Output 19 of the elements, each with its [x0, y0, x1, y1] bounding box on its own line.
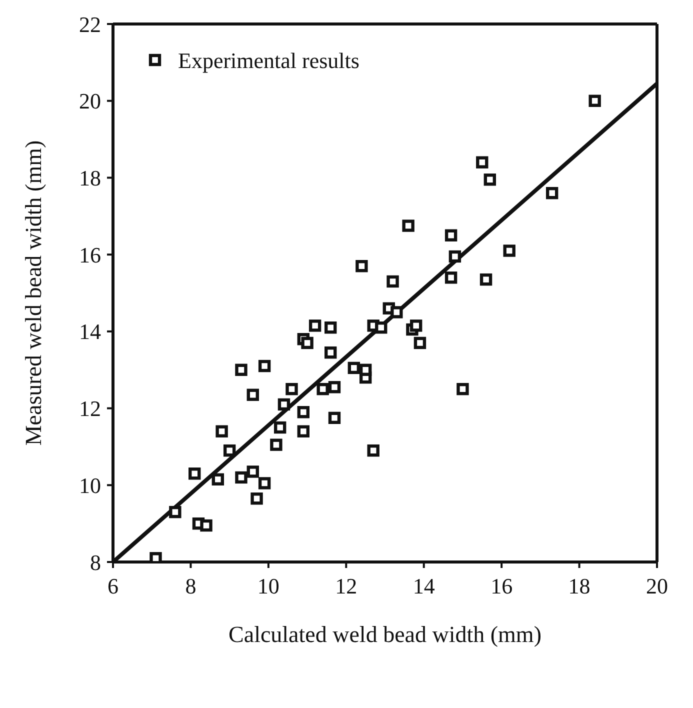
legend-label: Experimental results: [178, 48, 360, 74]
y-tick-label: 16: [79, 242, 101, 268]
x-tick-label: 8: [185, 574, 196, 599]
x-axis-title: Calculated weld bead width (mm): [228, 622, 542, 647]
y-axis-title: Measured weld bead width (mm): [21, 140, 46, 446]
y-tick-label: 22: [79, 12, 101, 37]
y-tick-label: 14: [79, 319, 101, 344]
y-tick-label: 10: [79, 472, 101, 498]
y-tick-label: 20: [79, 88, 101, 114]
x-tick-label: 14: [412, 574, 435, 599]
x-tick-label: 12: [335, 574, 358, 599]
y-tick-label: 18: [79, 166, 101, 191]
x-tick-label: 6: [108, 574, 118, 599]
x-tick-label: 20: [646, 574, 668, 599]
y-tick-label: 8: [90, 550, 101, 575]
x-tick-label: 16: [490, 574, 513, 599]
x-tick-label: 18: [568, 574, 590, 599]
x-tick-label: 10: [257, 574, 280, 599]
y-tick-label: 12: [79, 396, 101, 422]
